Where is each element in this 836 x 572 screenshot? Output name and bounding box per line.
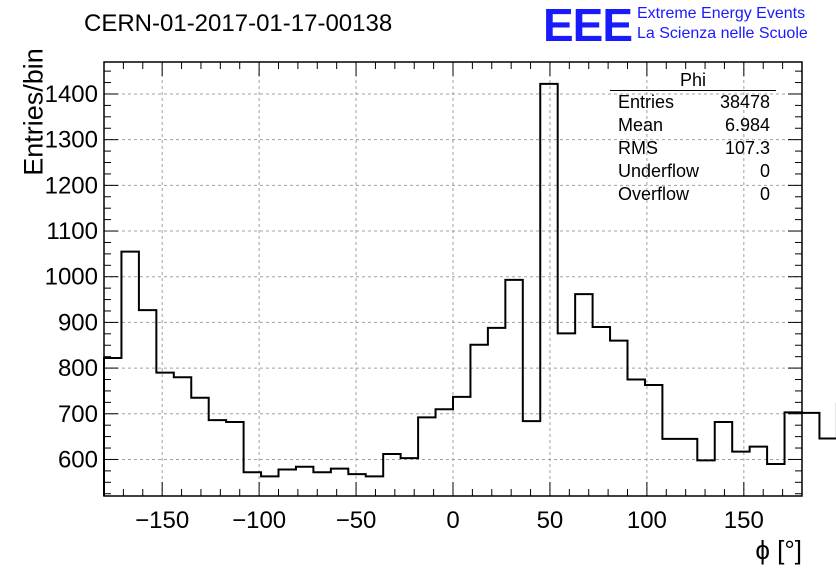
x-axis-ticks: −150 −100 −50 0 50 100 150	[122, 62, 784, 534]
y-tick-label: 1200	[45, 172, 98, 199]
y-tick-label: 900	[58, 309, 98, 336]
logo-caption-line1: Extreme Energy Events	[637, 5, 806, 22]
stats-row: Entries 38478	[610, 91, 776, 114]
y-tick-label: 600	[58, 446, 98, 473]
x-tick-label: 0	[446, 507, 459, 534]
stats-label: RMS	[618, 138, 658, 158]
y-axis-ticks: 600 700 800 900 1000 1100 1200 1300 1400	[45, 70, 802, 495]
stats-value: 6.984	[724, 115, 770, 135]
x-tick-label: −50	[336, 507, 377, 534]
x-axis-label: ϕ [°]	[755, 535, 802, 565]
stats-title: Phi	[610, 70, 776, 91]
x-tick-label: 50	[537, 507, 564, 534]
chart-title: CERN-01-2017-01-17-00138	[84, 10, 393, 37]
logo-caption: Extreme Energy Events La Scienza nelle S…	[637, 4, 808, 44]
x-tick-label: −150	[135, 507, 189, 534]
stats-label: Underflow	[618, 161, 700, 181]
stats-label: Entries	[618, 92, 675, 112]
stats-row: Mean 6.984	[610, 114, 776, 137]
logo-caption-line2: La Scienza nelle Scuole	[637, 25, 808, 42]
stats-row: Underflow 0	[610, 160, 776, 183]
x-tick-label: 100	[627, 507, 667, 534]
stats-box: Phi Entries 38478 Mean 6.984 RMS 107.3 U…	[610, 70, 776, 206]
histogram-series-line	[103, 82, 836, 496]
grid-lines	[104, 62, 802, 496]
stats-value: 0	[759, 161, 770, 181]
stats-value: 107.3	[724, 138, 770, 158]
x-tick-label: −100	[232, 507, 286, 534]
stats-label: Overflow	[618, 184, 690, 204]
stats-row: Overflow 0	[610, 183, 776, 206]
y-tick-label: 800	[58, 355, 98, 382]
stats-row: RMS 107.3	[610, 137, 776, 160]
x-tick-label: 150	[724, 507, 764, 534]
y-tick-label: 1300	[45, 127, 98, 154]
eee-logo: EEE	[543, 0, 633, 51]
y-tick-label: 700	[58, 401, 98, 428]
y-tick-label: 1000	[45, 264, 98, 291]
y-axis-label: Entries/bin	[18, 48, 49, 176]
stats-label: Mean	[618, 115, 664, 135]
stats-value: 0	[759, 184, 770, 204]
stats-value: 38478	[719, 92, 770, 112]
y-tick-label: 1100	[46, 218, 98, 245]
y-tick-label: 1400	[45, 81, 98, 108]
